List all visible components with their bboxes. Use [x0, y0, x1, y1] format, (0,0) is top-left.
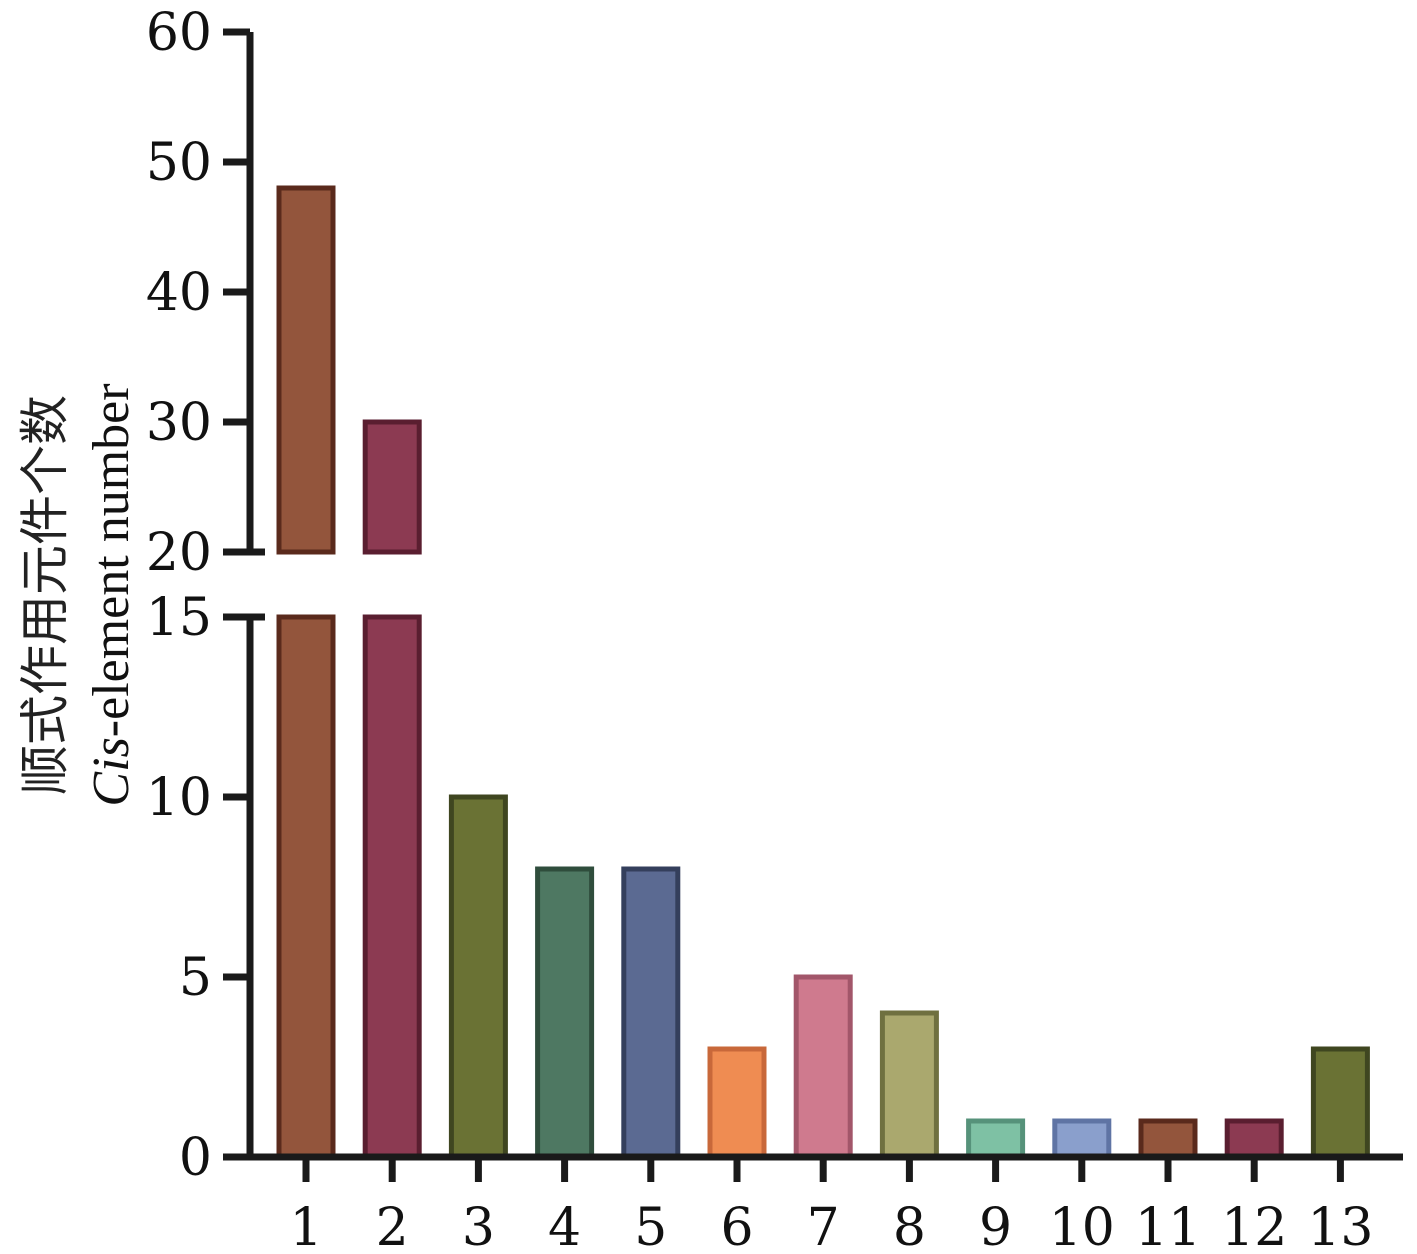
y-axis-label-rest: -element number: [83, 383, 140, 737]
y-tick-label-lower-5: 5: [179, 948, 212, 1008]
bar-7: [793, 974, 853, 1160]
axes-group: [223, 28, 1403, 1182]
bar-4: [535, 866, 595, 1160]
bar-5: [621, 866, 681, 1160]
x-tick-labels: 1 2 3 4 5 6 7 8 9 10 11 12 13: [289, 1198, 1373, 1254]
y-tick-label-upper-20: 20: [146, 523, 212, 583]
x-tick-label-7: 7: [807, 1198, 840, 1254]
x-tick-label-5: 5: [634, 1198, 667, 1254]
bar-9: [966, 1118, 1026, 1160]
y-tick-label-lower-15: 15: [146, 588, 212, 648]
bar-6: [707, 1046, 767, 1160]
y-tick-label-lower-10: 10: [146, 768, 212, 828]
x-tick-label-8: 8: [893, 1198, 926, 1254]
x-tick-label-9: 9: [979, 1198, 1012, 1254]
x-tick-label-4: 4: [548, 1198, 581, 1254]
bars-group: [276, 185, 1370, 1160]
y-axis-label-chinese: 顺式作用元件个数: [16, 395, 74, 795]
bar-3: [448, 794, 508, 1160]
bar-8: [879, 1010, 939, 1160]
y-axis-label-italic: Cis: [83, 737, 140, 806]
bar-13: [1310, 1046, 1370, 1160]
y-tick-label-upper-30: 30: [146, 393, 212, 453]
x-tick-label-13: 13: [1307, 1198, 1373, 1254]
bar-1-lower: [276, 614, 336, 1160]
bar-2-upper: [362, 419, 422, 555]
x-tick-label-6: 6: [720, 1198, 753, 1254]
y-tick-label-lower-0: 0: [179, 1128, 212, 1188]
x-tick-label-11: 11: [1135, 1198, 1201, 1254]
x-tick-label-10: 10: [1049, 1198, 1115, 1254]
y-tick-label-upper-60: 60: [146, 3, 212, 63]
x-tick-label-1: 1: [289, 1198, 322, 1254]
x-tick-label-2: 2: [376, 1198, 409, 1254]
x-tick-label-12: 12: [1221, 1198, 1287, 1254]
bar-12: [1224, 1118, 1284, 1160]
y-tick-labels: 20 30 40 50 60 0 5 10 15: [146, 3, 212, 1188]
bar-10: [1052, 1118, 1112, 1160]
x-tick-label-3: 3: [462, 1198, 495, 1254]
y-axis-label-english: Cis-element number: [83, 383, 140, 806]
bar-2-lower: [362, 614, 422, 1160]
y-tick-label-upper-40: 40: [146, 263, 212, 323]
y-tick-label-upper-50: 50: [146, 133, 212, 193]
bar-11: [1138, 1118, 1198, 1160]
bar-1-upper: [276, 185, 336, 555]
